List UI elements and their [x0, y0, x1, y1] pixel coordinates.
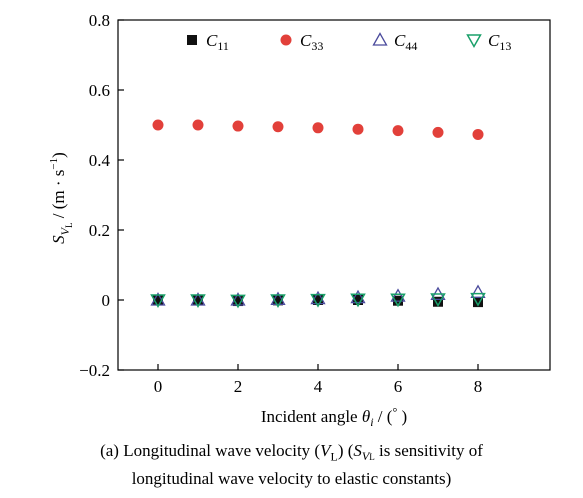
chart: 0 2 4 6 8 0.8 0.6 0.4 0.2 0 −0.2 SVL / (m · s−1) I… [48, 11, 551, 429]
legend-label: C33 [300, 31, 323, 53]
data-point-c13 [270, 294, 286, 309]
data-point-c11 [353, 295, 363, 305]
caption-text: is sensitivity of [374, 441, 483, 460]
data-point-c11 [273, 295, 283, 306]
data-point-c11 [313, 295, 323, 305]
caption-var-sub: V [361, 449, 370, 464]
x-axis-title: Incident angle θi / (° ) [261, 405, 407, 429]
legend-entry-c33: C33 [280, 31, 323, 53]
y-axis-title: SVL / (m · s−1) [48, 152, 74, 244]
figure-caption: (a) Longitudinal wave velocity (VL) (SVL… [0, 440, 583, 490]
tick-group: 0 2 4 6 8 0.8 0.6 0.4 0.2 0 −0.2 [79, 11, 482, 396]
caption-line-1: (a) Longitudinal wave velocity (VL) (SVL… [0, 440, 583, 468]
y-tick-label: 0 [102, 291, 111, 310]
data-point-c13 [190, 294, 206, 309]
data-point-c33 [432, 126, 444, 138]
data-point-c13 [430, 293, 446, 307]
data-point-c44 [230, 292, 246, 306]
legend-marker-c33 [280, 34, 292, 46]
y-tick-label: 0.2 [89, 221, 110, 240]
data-point-c13 [350, 293, 366, 308]
data-point-c33 [472, 128, 484, 140]
legend-label: C11 [206, 31, 229, 53]
data-point-c11 [433, 296, 443, 307]
data-point-c44 [470, 284, 486, 298]
caption-var-sub: L [330, 449, 338, 464]
y-tick-label: −0.2 [79, 361, 110, 380]
legend-label: C44 [394, 31, 417, 53]
caption-text: (a) Longitudinal wave velocity ( [100, 441, 321, 460]
caption-text: ) ( [337, 441, 354, 460]
x-tick-label: 8 [474, 377, 483, 396]
data-point-c13 [390, 293, 406, 308]
data-point-c11 [153, 295, 163, 305]
legend-entry-c13: C13 [466, 31, 511, 53]
legend-marker-c11 [187, 35, 197, 45]
data-point-c11 [193, 295, 203, 305]
marks-group [150, 119, 486, 309]
data-point-c13 [310, 293, 326, 308]
y-tick-label: 0.6 [89, 81, 110, 100]
data-point-c13 [230, 294, 246, 309]
plot-frame [117, 19, 551, 371]
data-point-c33 [312, 122, 324, 134]
legend-entry-c11: C11 [187, 31, 229, 53]
data-point-c44 [390, 288, 406, 302]
x-tick-label: 0 [154, 377, 163, 396]
legend-entry-c44: C44 [372, 31, 417, 53]
data-point-c33 [232, 120, 244, 132]
x-tick-label: 4 [314, 377, 323, 396]
legend-marker-c13 [466, 34, 482, 49]
data-point-c44 [310, 290, 326, 305]
data-point-c33 [192, 119, 204, 131]
data-point-c11 [473, 297, 483, 308]
caption-line-2: longitudinal wave velocity to elastic co… [131, 469, 452, 489]
legend-marker-c44 [372, 32, 388, 46]
data-point-c13 [150, 294, 166, 309]
y-tick-label: 0.8 [89, 11, 110, 30]
data-point-c33 [152, 119, 164, 131]
caption-var: S [353, 441, 362, 460]
legend-label: C13 [488, 31, 511, 53]
x-tick-label: 6 [394, 377, 403, 396]
data-point-c44 [350, 289, 366, 304]
data-point-c33 [392, 125, 404, 137]
data-point-c33 [352, 123, 364, 135]
caption-var: V [320, 441, 331, 460]
data-point-c13 [470, 292, 486, 307]
data-point-c11 [233, 296, 243, 307]
x-tick-label: 2 [234, 377, 243, 396]
data-point-c33 [272, 121, 284, 133]
legend: C11 C33 C44 C13 [187, 31, 511, 53]
y-tick-label: 0.4 [89, 151, 111, 170]
caption-var-sub: L [369, 452, 375, 463]
data-point-c44 [270, 291, 286, 305]
